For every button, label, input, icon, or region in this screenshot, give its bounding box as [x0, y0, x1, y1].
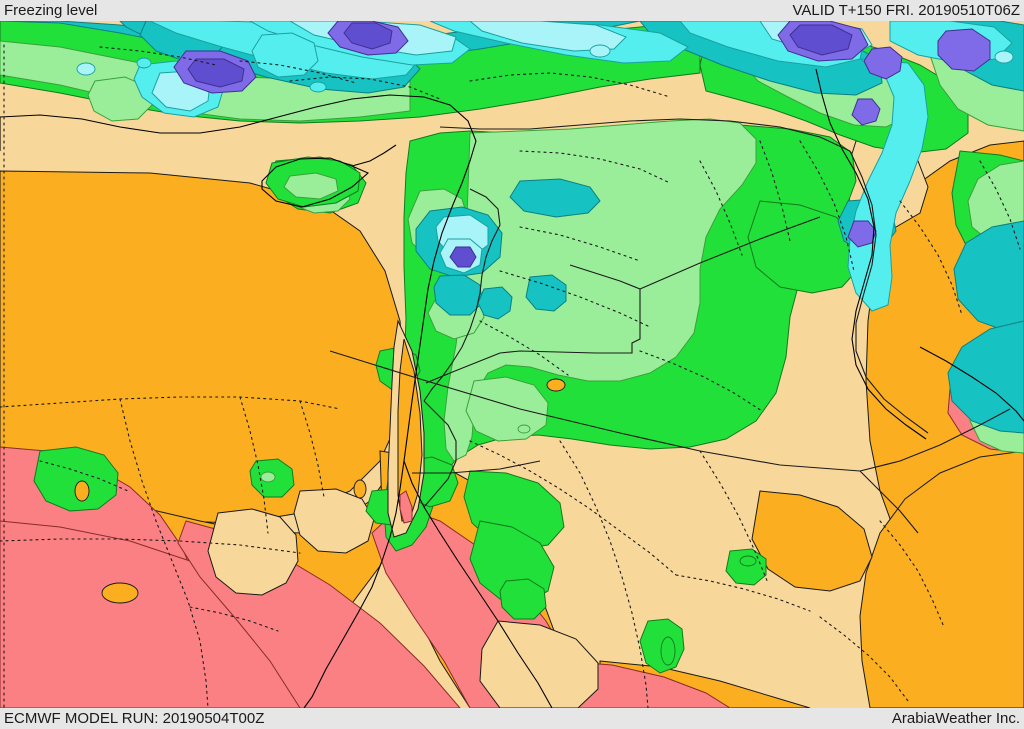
freezing-level-contour-field	[0, 21, 1024, 708]
forecast-map[interactable]	[0, 21, 1024, 708]
coastline-layer	[0, 68, 1024, 708]
sinai-red-sea-strip	[387, 319, 425, 538]
band-violet-group	[173, 21, 991, 268]
cyprus-island	[265, 156, 361, 208]
header-bar: Freezing level VALID T+150 FRI. 20190510…	[0, 0, 1024, 21]
provider-credit-label: ArabiaWeather Inc.	[891, 710, 1020, 727]
internal-boundary-layer	[0, 44, 1021, 708]
political-border-layer	[329, 118, 1011, 534]
model-run-label: ECMWF MODEL RUN: 20190504T00Z	[4, 710, 265, 727]
valid-time-label: VALID T+150 FRI. 20190510T06Z	[792, 2, 1021, 19]
page-title: Freezing level	[4, 2, 98, 19]
footer-bar: ECMWF MODEL RUN: 20190504T00Z ArabiaWeat…	[0, 708, 1024, 729]
small-contour-cells	[74, 44, 1014, 666]
